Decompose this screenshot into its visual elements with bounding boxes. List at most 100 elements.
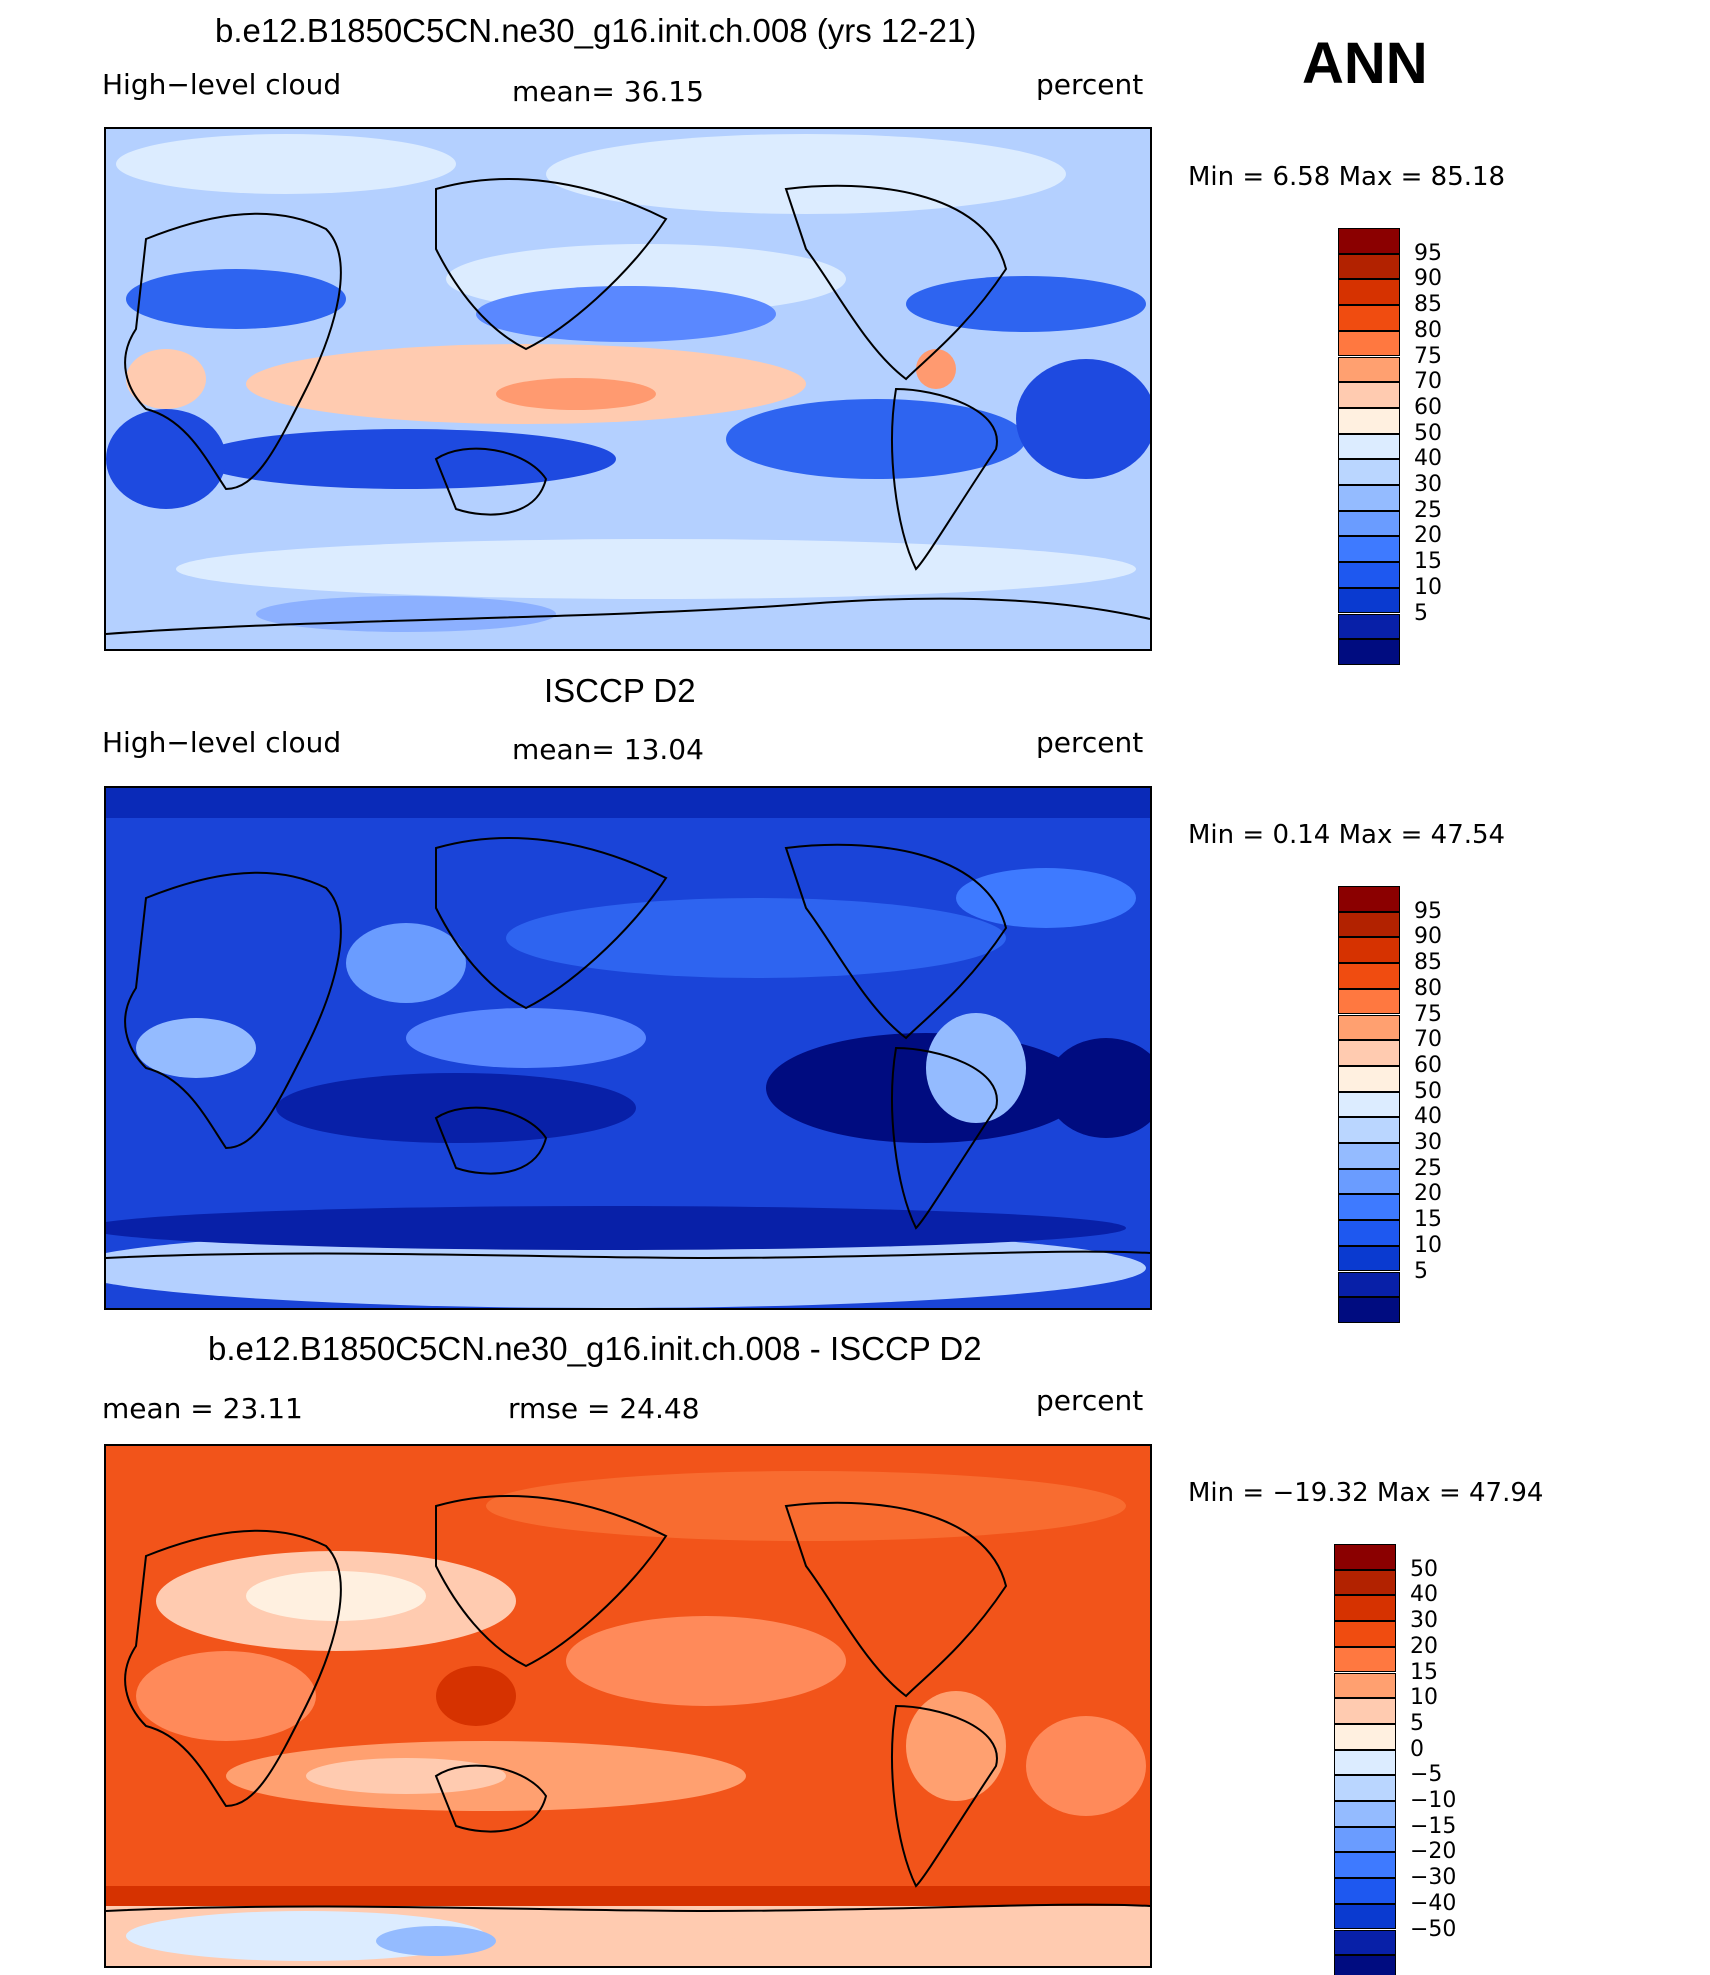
colorbar-label: 85 [1414, 950, 1442, 976]
colorbar-swatch [1338, 1014, 1400, 1041]
colorbar-label: 75 [1414, 1001, 1442, 1027]
panel-1-map [104, 127, 1152, 651]
panel-3-map-svg [106, 1446, 1150, 1966]
colorbar-label: 85 [1414, 292, 1442, 318]
colorbar-swatch [1334, 1723, 1396, 1750]
panel-2-map [104, 786, 1152, 1310]
colorbar-swatch [1334, 1672, 1396, 1699]
colorbar-swatch [1334, 1801, 1396, 1827]
colorbar-swatch [1338, 1040, 1400, 1066]
colorbar-label: 90 [1414, 266, 1442, 292]
colorbar-swatch [1338, 937, 1400, 964]
colorbar-label: 10 [1414, 574, 1442, 600]
colorbar-label: 20 [1414, 523, 1442, 549]
colorbar-label: −5 [1410, 1762, 1443, 1788]
colorbar-label: 95 [1414, 240, 1442, 266]
panel-2-map-svg [106, 788, 1150, 1308]
colorbar-swatch [1338, 279, 1400, 306]
colorbar-swatch [1338, 1065, 1400, 1092]
colorbar-swatch [1338, 1143, 1400, 1169]
colorbar-swatch [1338, 433, 1400, 460]
panel-1-colorbar: 95 90 85 80 75 70 60 50 40 30 25 20 15 10 5 [1338, 228, 1478, 668]
panel-2-colorbar: 95 90 85 80 75 70 60 50 40 30 25 20 15 10 5 [1338, 886, 1478, 1326]
colorbar-swatch [1338, 963, 1400, 989]
colorbar-swatch [1338, 988, 1400, 1015]
colorbar-label: 70 [1414, 1027, 1442, 1053]
colorbar-label: 75 [1414, 343, 1442, 369]
panel-3-units-label: percent [1036, 1384, 1144, 1417]
colorbar-swatch [1338, 510, 1400, 537]
colorbar-swatch [1334, 1544, 1396, 1570]
colorbar-label: 40 [1410, 1582, 1438, 1608]
colorbar-swatch [1338, 1245, 1400, 1272]
colorbar-label: 0 [1410, 1736, 1424, 1762]
panel-1-minmax: Min = 6.58 Max = 85.18 [1188, 162, 1506, 192]
panel-1-variable-label: High−level cloud [102, 68, 342, 101]
panel-1-units-label: percent [1036, 68, 1144, 101]
colorbar-swatch [1334, 1621, 1396, 1647]
colorbar-swatch [1334, 1852, 1396, 1879]
panel-1-map-svg [106, 129, 1150, 649]
colorbar-label: 15 [1414, 549, 1442, 575]
colorbar-label: 15 [1410, 1659, 1438, 1685]
colorbar-swatch [1338, 1168, 1400, 1195]
colorbar-swatch [1338, 911, 1400, 938]
colorbar-swatch [1338, 1091, 1400, 1118]
colorbar-label: 20 [1414, 1181, 1442, 1207]
colorbar-label: 50 [1414, 1078, 1442, 1104]
colorbar-swatch [1338, 886, 1400, 912]
colorbar-swatch [1338, 587, 1400, 614]
panel-2-units-label: percent [1036, 726, 1144, 759]
colorbar-label: 5 [1410, 1710, 1424, 1736]
colorbar-swatch [1338, 305, 1400, 331]
panel-3-mean-label: mean = 23.11 [102, 1392, 303, 1425]
colorbar-label: −20 [1410, 1839, 1457, 1865]
colorbar-swatch [1334, 1903, 1396, 1930]
colorbar-swatch [1334, 1595, 1396, 1622]
colorbar-swatch [1338, 485, 1400, 511]
colorbar-label: 60 [1414, 1052, 1442, 1078]
season-label: ANN [1302, 31, 1428, 96]
colorbar-swatch [1338, 1220, 1400, 1246]
panel-2-title: ISCCP D2 [544, 672, 696, 709]
colorbar-label: 30 [1410, 1608, 1438, 1634]
panel-2-variable-label: High−level cloud [102, 726, 342, 759]
panel-3-title: b.e12.B1850C5CN.ne30_g16.init.ch.008 - I… [208, 1330, 982, 1367]
colorbar-label: 20 [1410, 1633, 1438, 1659]
colorbar-swatch [1338, 330, 1400, 357]
colorbar-label: 10 [1414, 1232, 1442, 1258]
panel-3-colorbar: 50 40 30 20 15 10 5 0 −5 −10 −15 −20 −30 −40 −50 [1334, 1544, 1474, 1975]
colorbar-swatch [1338, 382, 1400, 408]
colorbar-swatch [1338, 407, 1400, 434]
colorbar-label: 90 [1414, 924, 1442, 950]
colorbar-swatch [1338, 1117, 1400, 1143]
panel-1-mean-label: mean= 36.15 [512, 75, 704, 108]
panel-2-mean-label: mean= 13.04 [512, 733, 704, 766]
colorbar-swatch [1334, 1569, 1396, 1596]
colorbar-label: 30 [1414, 1130, 1442, 1155]
colorbar-label: 5 [1414, 600, 1428, 626]
colorbar-swatch [1338, 253, 1400, 280]
colorbar-label: 30 [1414, 472, 1442, 497]
colorbar-swatch [1334, 1698, 1396, 1724]
colorbar-swatch [1338, 1271, 1400, 1298]
colorbar-label: −30 [1410, 1865, 1457, 1891]
colorbar-swatch [1334, 1878, 1396, 1904]
colorbar-label: 10 [1410, 1685, 1438, 1711]
colorbar-label: 95 [1414, 898, 1442, 924]
colorbar-swatch [1334, 1775, 1396, 1801]
colorbar-label: −15 [1410, 1813, 1457, 1839]
colorbar-label: 50 [1410, 1556, 1438, 1582]
colorbar-label: 25 [1414, 1155, 1442, 1181]
colorbar-label: 50 [1414, 420, 1442, 446]
colorbar-label: −10 [1410, 1788, 1457, 1813]
panel-3-map [104, 1444, 1152, 1968]
colorbar-swatch [1338, 356, 1400, 383]
colorbar-label: 25 [1414, 497, 1442, 523]
colorbar-label: 60 [1414, 394, 1442, 420]
panel-3-minmax: Min = −19.32 Max = 47.94 [1188, 1478, 1544, 1508]
colorbar-label: 5 [1414, 1258, 1428, 1284]
panel-3-rmse-label: rmse = 24.48 [508, 1392, 700, 1425]
colorbar-swatch [1334, 1955, 1396, 1975]
